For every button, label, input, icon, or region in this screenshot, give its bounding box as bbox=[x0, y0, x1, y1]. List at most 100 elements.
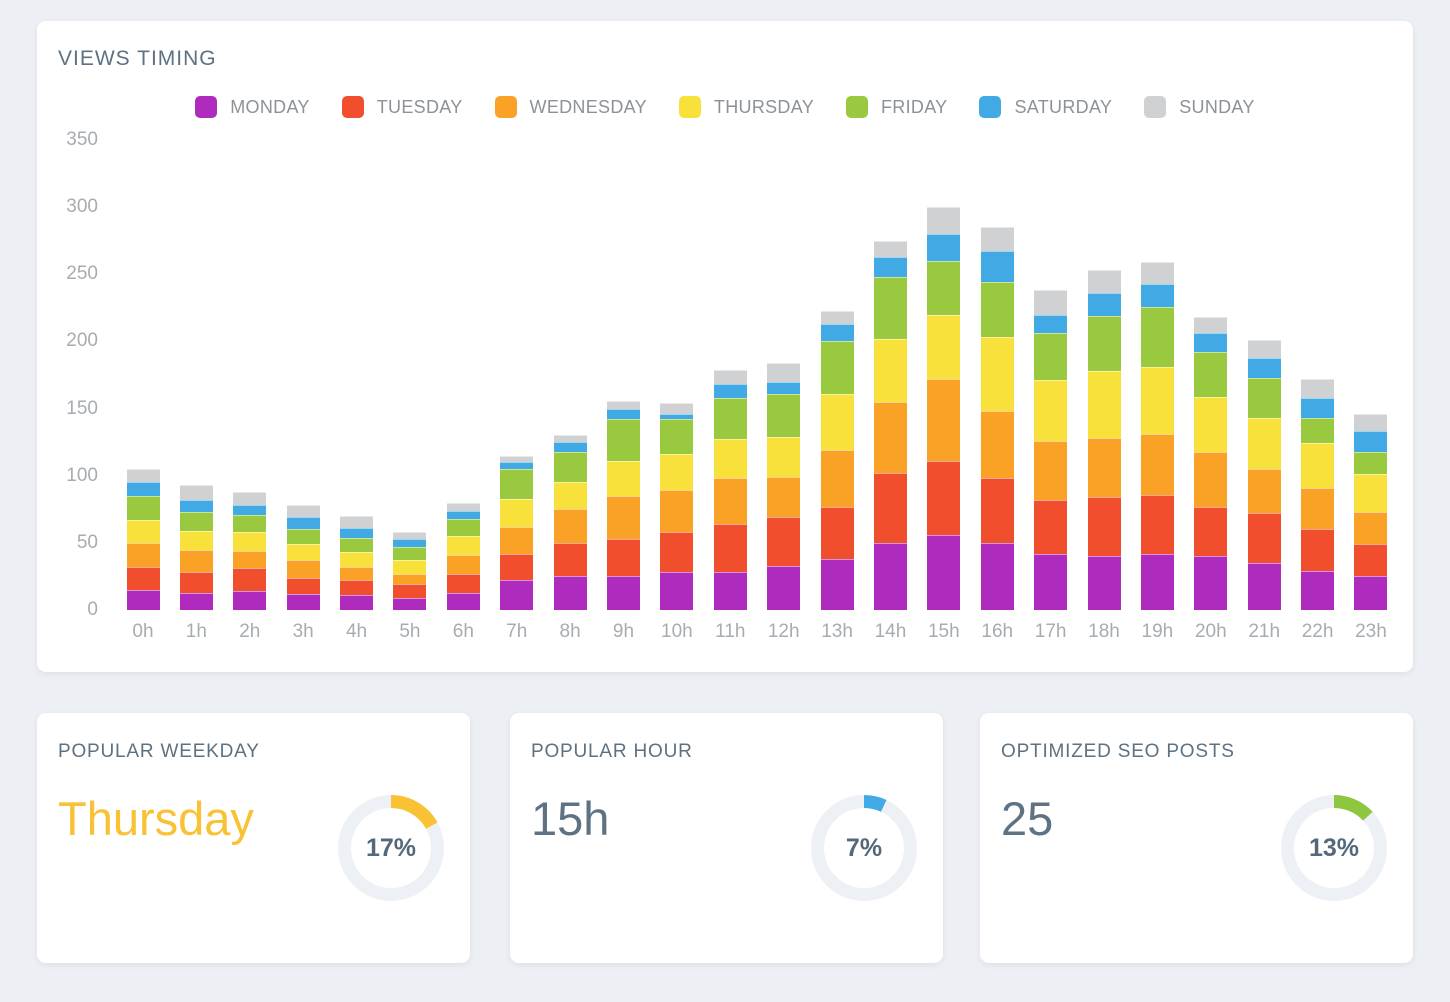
donut-arc bbox=[811, 795, 917, 901]
optimized-seo-posts-value: 25 bbox=[1001, 792, 1054, 845]
chart-title: VIEWS TIMING bbox=[58, 47, 217, 70]
bar-segment-18h-tuesday bbox=[1087, 497, 1121, 557]
legend-item-thursday[interactable]: THURSDAY bbox=[678, 96, 814, 118]
bar-segment-5h-saturday bbox=[393, 538, 427, 547]
bar-segment-13h-thursday bbox=[820, 393, 854, 451]
bar-segment-19h-tuesday bbox=[1140, 494, 1174, 554]
bar-segment-17h-tuesday bbox=[1034, 499, 1068, 554]
bar-segment-23h-wednesday bbox=[1354, 511, 1388, 545]
legend-label: SUNDAY bbox=[1179, 96, 1255, 117]
stat-title: POPULAR HOUR bbox=[531, 741, 693, 762]
legend-item-saturday[interactable]: SATURDAY bbox=[979, 96, 1112, 118]
bar-segment-19h-wednesday bbox=[1140, 434, 1174, 495]
popular-hour-donut: 7% bbox=[811, 795, 917, 901]
bar-segment-8h-tuesday bbox=[553, 542, 587, 577]
stacked-bar-19h bbox=[1140, 262, 1174, 610]
bar-segment-16h-friday bbox=[980, 282, 1014, 338]
bar-segment-12h-saturday bbox=[767, 381, 801, 394]
bar-segment-22h-tuesday bbox=[1301, 529, 1335, 572]
bar-segment-20h-sunday bbox=[1194, 317, 1228, 334]
bar-segment-4h-sunday bbox=[340, 516, 374, 529]
bar-segment-12h-thursday bbox=[767, 436, 801, 478]
bar-segment-3h-monday bbox=[286, 593, 320, 610]
bar-segment-15h-sunday bbox=[927, 207, 961, 235]
bar-segment-11h-friday bbox=[713, 397, 747, 440]
bar-segment-3h-thursday bbox=[286, 544, 320, 561]
bar-segment-11h-sunday bbox=[713, 369, 747, 385]
bar-segment-7h-monday bbox=[500, 580, 534, 610]
legend-swatch-monday bbox=[195, 96, 218, 118]
bar-segment-17h-saturday bbox=[1034, 314, 1068, 334]
popular-weekday-donut: 17% bbox=[338, 795, 444, 901]
bar-segment-0h-wednesday bbox=[126, 542, 160, 568]
legend-swatch-saturday bbox=[979, 96, 1002, 118]
popular-hour-value: 15h bbox=[531, 792, 610, 845]
stacked-bar-22h bbox=[1301, 379, 1335, 610]
bar-segment-13h-tuesday bbox=[820, 506, 854, 559]
stat-title: OPTIMIZED SEO POSTS bbox=[1001, 741, 1235, 762]
bar-segment-14h-friday bbox=[873, 276, 907, 339]
bar-segment-17h-sunday bbox=[1034, 290, 1068, 315]
bar-segment-6h-sunday bbox=[446, 502, 480, 511]
bar-segment-8h-wednesday bbox=[553, 509, 587, 543]
bar-segment-1h-friday bbox=[179, 511, 213, 531]
bar-segment-16h-sunday bbox=[980, 227, 1014, 252]
bar-segment-23h-monday bbox=[1354, 576, 1388, 610]
bar-segment-22h-thursday bbox=[1301, 443, 1335, 488]
legend-label: THURSDAY bbox=[713, 96, 814, 117]
stacked-bar-10h bbox=[660, 403, 694, 610]
legend-item-friday[interactable]: FRIDAY bbox=[846, 96, 947, 118]
bar-segment-10h-sunday bbox=[660, 403, 694, 414]
legend-item-monday[interactable]: MONDAY bbox=[195, 96, 309, 118]
optimized-seo-posts-donut: 13% bbox=[1281, 795, 1387, 901]
stacked-bar-4h bbox=[340, 516, 374, 610]
legend-label: SATURDAY bbox=[1014, 96, 1113, 117]
bar-segment-0h-thursday bbox=[126, 520, 160, 543]
x-axis-tick-5h: 5h bbox=[399, 621, 421, 642]
bar-segment-18h-monday bbox=[1087, 556, 1121, 610]
bar-segment-20h-tuesday bbox=[1194, 506, 1228, 557]
bar-segment-10h-thursday bbox=[660, 454, 694, 491]
bar-segment-21h-tuesday bbox=[1247, 513, 1281, 563]
y-axis-tick-350: 350 bbox=[66, 129, 98, 150]
bar-segment-12h-wednesday bbox=[767, 477, 801, 518]
stacked-bar-9h bbox=[607, 400, 640, 610]
bar-segment-13h-friday bbox=[820, 341, 854, 394]
bar-segment-7h-tuesday bbox=[500, 553, 534, 581]
bar-segment-15h-saturday bbox=[927, 234, 961, 261]
bar-segment-2h-saturday bbox=[233, 505, 267, 515]
percent-label: 13% bbox=[1308, 833, 1360, 862]
stacked-bar-0h bbox=[126, 469, 160, 610]
bar-segment-4h-thursday bbox=[340, 552, 374, 568]
bar-segment-19h-monday bbox=[1140, 553, 1174, 610]
legend-item-tuesday[interactable]: TUESDAY bbox=[341, 96, 463, 118]
legend-item-wednesday[interactable]: WEDNESDAY bbox=[494, 96, 647, 118]
stacked-bar-23h bbox=[1354, 413, 1388, 610]
bar-segment-9h-saturday bbox=[607, 408, 640, 420]
legend-item-sunday[interactable]: SUNDAY bbox=[1144, 96, 1254, 118]
bar-segment-0h-monday bbox=[126, 589, 160, 610]
bar-segment-3h-wednesday bbox=[286, 560, 320, 578]
stacked-bar-20h bbox=[1194, 317, 1228, 610]
bar-segment-13h-wednesday bbox=[820, 450, 854, 507]
bar-segment-6h-tuesday bbox=[446, 573, 480, 593]
stacked-bar-8h bbox=[553, 435, 587, 610]
x-axis-tick-17h: 17h bbox=[1034, 621, 1067, 642]
bar-segment-13h-saturday bbox=[820, 324, 854, 342]
bar-segment-8h-thursday bbox=[553, 482, 587, 510]
x-axis-tick-14h: 14h bbox=[874, 621, 907, 642]
bar-segment-12h-sunday bbox=[767, 362, 801, 382]
bar-segment-21h-thursday bbox=[1247, 417, 1281, 469]
percent-label: 17% bbox=[365, 833, 417, 862]
bar-segment-18h-sunday bbox=[1087, 270, 1121, 294]
legend-label: TUESDAY bbox=[376, 96, 463, 117]
bar-segment-10h-friday bbox=[660, 419, 694, 455]
bar-segment-8h-friday bbox=[553, 451, 587, 483]
views-timing-card: VIEWS TIMING MONDAY TUESDAY WEDNESDAY THURS… bbox=[37, 21, 1413, 672]
bar-segment-3h-friday bbox=[286, 529, 320, 545]
bar-segment-1h-sunday bbox=[179, 485, 213, 500]
bar-segment-8h-sunday bbox=[553, 435, 587, 443]
x-axis-tick-0h: 0h bbox=[132, 621, 154, 642]
stacked-bar-16h bbox=[980, 227, 1014, 610]
bar-segment-22h-friday bbox=[1301, 417, 1335, 444]
